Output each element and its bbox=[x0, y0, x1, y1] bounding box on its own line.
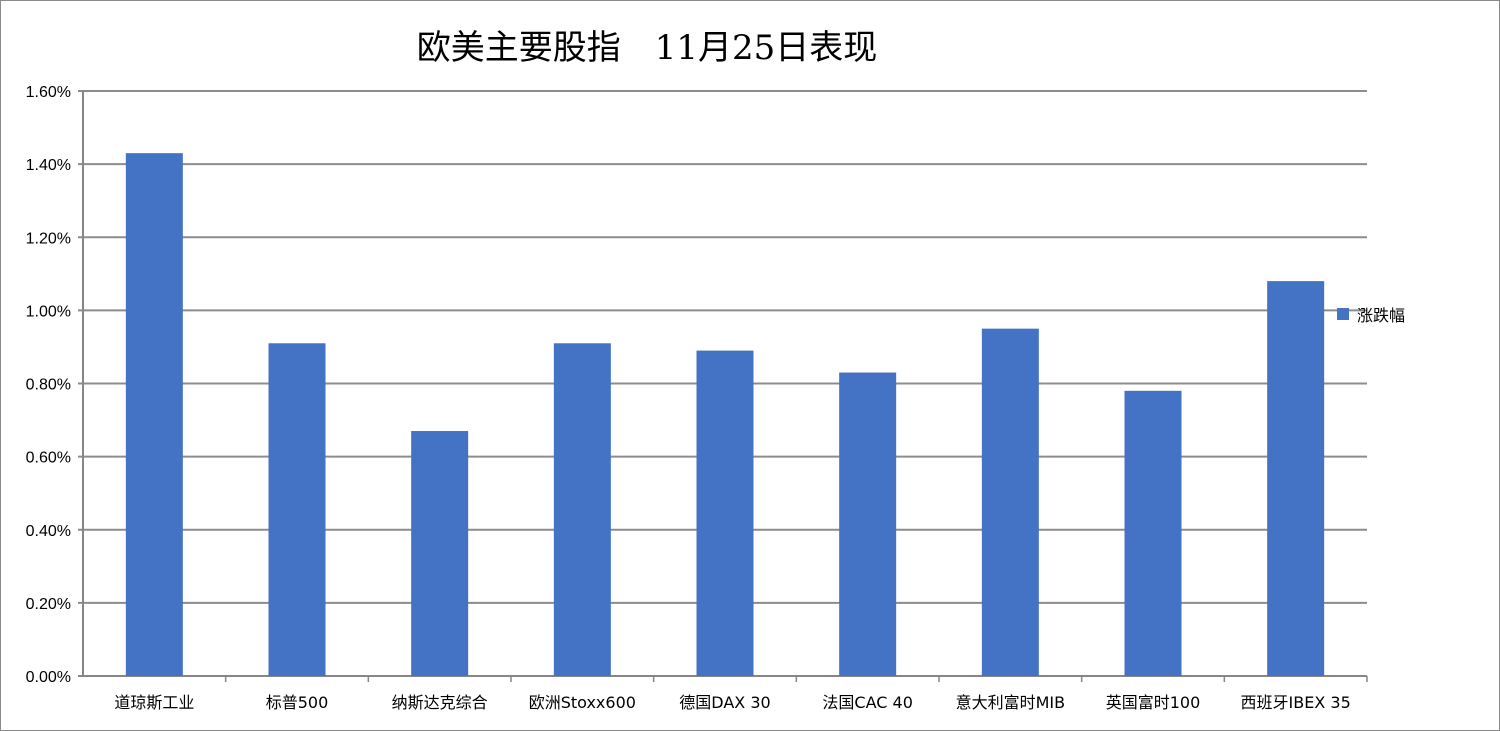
y-tick-label: 1.00% bbox=[26, 303, 71, 320]
bar bbox=[696, 350, 754, 676]
bar bbox=[1124, 390, 1182, 676]
x-tick-label: 道琼斯工业 bbox=[114, 693, 194, 712]
y-tick-label: 0.20% bbox=[26, 596, 71, 613]
bar bbox=[553, 343, 611, 676]
chart-title: 欧美主要股指 11月25日表现 bbox=[417, 28, 878, 68]
x-tick-label: 欧洲Stoxx600 bbox=[529, 693, 636, 712]
legend: 涨跌幅 bbox=[1337, 306, 1405, 325]
legend-swatch bbox=[1337, 308, 1349, 320]
y-tick-label: 0.00% bbox=[26, 669, 71, 686]
x-tick-label: 西班牙IBEX 35 bbox=[1241, 693, 1351, 712]
x-tick-label: 标普500 bbox=[266, 693, 329, 712]
bar bbox=[981, 328, 1039, 676]
y-tick-label: 1.40% bbox=[26, 157, 71, 174]
bar bbox=[1267, 281, 1325, 676]
x-tick-label: 意大利富时MIB bbox=[956, 693, 1066, 712]
x-tick-label: 英国富时100 bbox=[1106, 693, 1201, 712]
y-tick-label: 1.60% bbox=[26, 84, 71, 101]
y-tick-label: 0.60% bbox=[26, 450, 71, 467]
y-tick-label: 0.40% bbox=[26, 523, 71, 540]
x-tick-label: 法国CAC 40 bbox=[822, 693, 912, 712]
bar bbox=[268, 343, 326, 676]
x-tick-label: 德国DAX 30 bbox=[679, 693, 770, 712]
bar bbox=[125, 153, 183, 676]
y-tick-label: 1.20% bbox=[26, 230, 71, 247]
y-tick-label: 0.80% bbox=[26, 377, 71, 394]
bar bbox=[839, 372, 897, 676]
bar bbox=[411, 431, 469, 676]
legend-label: 涨跌幅 bbox=[1357, 306, 1405, 325]
x-tick-label: 纳斯达克综合 bbox=[392, 693, 488, 712]
